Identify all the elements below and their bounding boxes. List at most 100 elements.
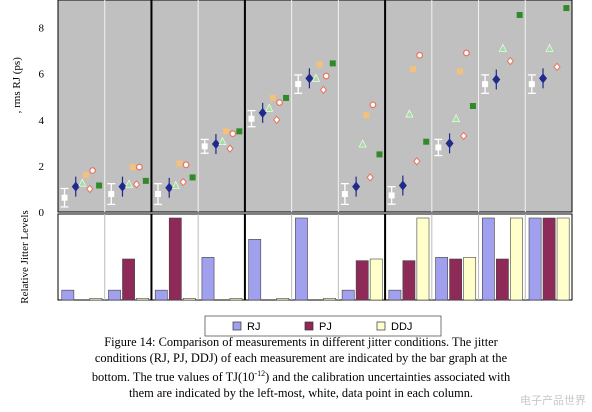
marker-red-diamond-small [319, 85, 328, 95]
marker-dark-green-square [236, 128, 243, 135]
marker-dark-green-square [189, 174, 196, 181]
marker-orange-square [83, 172, 90, 179]
bar-DDJ [136, 298, 149, 301]
marker-red-diamond-small [273, 115, 281, 125]
marker-RJ [258, 107, 267, 118]
bar-RJ [248, 239, 262, 301]
marker-dark-green-square [142, 177, 149, 184]
bar-DDJ [229, 298, 243, 301]
scatter-panel: 0 2 4 6 8 , rms RJ (ps) [11, 0, 573, 219]
bar-DDJ [556, 217, 570, 301]
marker-red-diamond-small [86, 184, 94, 194]
legend: RJ PJ DDJ [204, 315, 442, 337]
marker-orange-square [269, 94, 276, 101]
y-tick-label: 6 [39, 69, 45, 81]
y-tick-label: 8 [39, 23, 45, 35]
marker-red-circle [462, 49, 470, 57]
marker-red-circle [322, 72, 330, 80]
legend-box [204, 315, 442, 337]
series-red-circle [89, 49, 470, 174]
bar-RJ [295, 217, 308, 301]
bar-DDJ [276, 298, 290, 301]
bar-RJ [201, 257, 215, 301]
bar-DDJ [369, 258, 383, 301]
caption-line-4: them are indicated by the left-most, whi… [128, 385, 474, 400]
marker-true-calibration [108, 191, 115, 198]
marker-true-calibration [201, 143, 208, 150]
marker-red-circle [229, 130, 237, 138]
marker-red-circle [276, 99, 283, 106]
marker-dark-green-square [329, 60, 336, 67]
marker-RJ [211, 139, 220, 150]
series-red-diamond-small [86, 56, 561, 194]
marker-true-calibration [388, 192, 395, 199]
bar-y-label: Relative Jitter Levels [19, 210, 31, 303]
caption-line-2: conditions (RJ, PJ, DDJ) of each measure… [94, 350, 508, 365]
marker-true-calibration [61, 194, 68, 201]
marker-dark-green-square [469, 103, 476, 109]
bar-series-DDJ [89, 217, 570, 301]
bar-DDJ [89, 298, 103, 301]
marker-dark-green-square [423, 138, 430, 145]
bar-panel: Relative Jitter Levels [19, 210, 573, 304]
y-tick-label: 2 [39, 161, 45, 173]
watermark: 电子产品世界 [520, 394, 586, 407]
marker-RJ [352, 181, 361, 192]
y-axis-label: , rms RJ (ps) [11, 57, 23, 114]
bar-PJ [542, 217, 556, 301]
marker-red-diamond-small [226, 144, 234, 153]
bar-series-RJ [61, 217, 542, 301]
marker-RJ [539, 73, 548, 84]
marker-RJ [398, 180, 407, 191]
bar-DDJ [182, 298, 196, 301]
bar-DDJ [510, 217, 523, 301]
plot-area [57, 0, 573, 213]
bar-RJ [388, 289, 402, 301]
legend-swatch [232, 321, 242, 331]
marker-red-diamond-small [506, 56, 514, 66]
marker-red-circle [135, 163, 143, 171]
legend-swatch [304, 321, 314, 331]
marker-orange-square [363, 112, 370, 119]
series-RJ [71, 68, 548, 198]
marker-RJ [305, 73, 314, 84]
legend-label: RJ [247, 321, 260, 333]
series-true-calibration [60, 74, 536, 208]
marker-green-triangle [78, 178, 87, 187]
marker-dark-green-square [376, 151, 383, 158]
bar-RJ [108, 289, 121, 301]
marker-red-circle [89, 167, 96, 174]
marker-true-calibration [435, 144, 442, 151]
marker-red-circle [369, 101, 377, 109]
bar-PJ [355, 260, 369, 301]
marker-green-triangle [171, 180, 180, 189]
marker-true-calibration [154, 191, 161, 198]
marker-red-diamond-small [179, 177, 187, 187]
marker-green-triangle [358, 139, 367, 148]
marker-dark-green-square [96, 182, 103, 189]
bar-RJ [341, 289, 355, 301]
bar-PJ [402, 260, 416, 301]
bar-RJ [154, 289, 168, 301]
bar-DDJ [416, 217, 430, 301]
bar-PJ [449, 258, 463, 301]
marker-orange-square [223, 128, 230, 135]
marker-RJ [165, 182, 174, 193]
marker-dark-green-square [283, 94, 290, 101]
marker-true-calibration [341, 191, 348, 198]
marker-RJ [71, 181, 80, 192]
marker-green-triangle [218, 137, 227, 146]
marker-green-triangle [311, 73, 320, 82]
marker-green-triangle [265, 103, 274, 112]
marker-orange-square [176, 160, 183, 167]
marker-RJ [445, 138, 454, 149]
marker-true-calibration [248, 115, 255, 122]
marker-red-diamond-small [413, 157, 421, 166]
marker-red-circle [416, 51, 424, 59]
series-green-triangle [78, 43, 554, 189]
bar-PJ [168, 217, 182, 301]
marker-green-triangle [452, 114, 461, 122]
marker-orange-square [129, 164, 136, 171]
y-tick-label: 4 [39, 115, 45, 127]
